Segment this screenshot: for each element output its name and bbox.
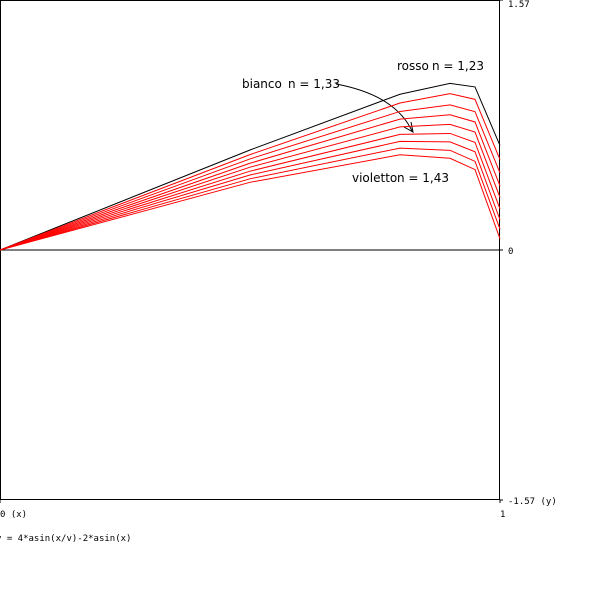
annotation: rosso: [397, 59, 429, 73]
curve: [0, 132, 501, 251]
annotation: violetto: [352, 171, 397, 185]
annotation: bianco: [242, 77, 282, 91]
y-tick-label: 0: [508, 247, 513, 257]
curve: [0, 147, 501, 251]
curve: [0, 140, 501, 251]
curve: [0, 123, 501, 251]
arrow-head: [403, 121, 414, 133]
x-tick-label: 1: [500, 510, 505, 520]
curve: [0, 82, 501, 251]
formula: y = 4*asin(x/v)-2*asin(x): [0, 534, 131, 544]
annotation: n = 1,43: [397, 171, 449, 185]
y-tick-label: -1.57 (y): [508, 497, 557, 507]
x-tick-label: 0 (x): [0, 510, 27, 520]
curve: [0, 114, 501, 251]
curve: [0, 104, 501, 251]
annotation: n = 1,23: [432, 59, 484, 73]
curve: [0, 93, 501, 251]
y-tick-label: 1.57: [508, 0, 530, 10]
arrow: [335, 83, 413, 132]
annotation: n = 1,33: [288, 77, 340, 91]
curve: [0, 154, 501, 251]
